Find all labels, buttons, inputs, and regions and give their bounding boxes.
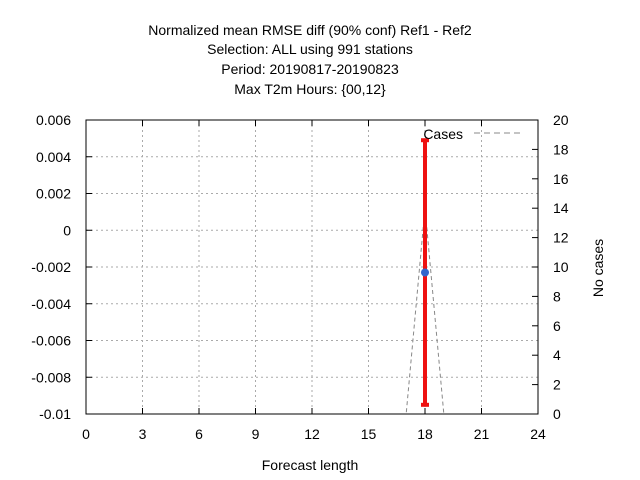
- y-left-tick-label: 0.004: [36, 149, 71, 165]
- x-tick-label: 9: [252, 426, 260, 442]
- y-left-tick-label: -0.008: [31, 369, 71, 385]
- y-right-tick-label: 6: [553, 318, 561, 334]
- title-line-3: Period: 20190817-20190823: [221, 61, 399, 77]
- x-axis-ticks: 0 3 6 9 12 15 18 21 24: [82, 120, 546, 442]
- y-left-tick-label: -0.006: [31, 333, 71, 349]
- x-tick-label: 21: [474, 426, 490, 442]
- y-left-tick-label: -0.002: [31, 259, 71, 275]
- y-right-tick-label: 14: [553, 200, 569, 216]
- x-tick-label: 3: [139, 426, 147, 442]
- y-right-tick-label: 8: [553, 288, 561, 304]
- x-tick-label: 24: [530, 426, 546, 442]
- y-left-axis-ticks: 0.006 0.004 0.002 0 -0.002 -0.004 -0.006 -0.008…: [31, 112, 92, 422]
- x-tick-label: 15: [361, 426, 377, 442]
- x-axis-label: Forecast length: [262, 457, 359, 473]
- title-line-4: Max T2m Hours: {00,12}: [234, 81, 386, 97]
- y-left-tick-label: 0.002: [36, 186, 71, 202]
- y-left-tick-label: -0.01: [39, 406, 71, 422]
- score-marker: [421, 268, 429, 277]
- y-left-tick-label: 0.006: [36, 112, 71, 128]
- y-right-tick-label: 10: [553, 259, 569, 275]
- chart-title: Normalized mean RMSE diff (90% conf) Ref…: [148, 22, 472, 97]
- grid-lines: [86, 120, 538, 414]
- y-right-tick-label: 16: [553, 171, 569, 187]
- y-right-tick-label: 2: [553, 377, 561, 393]
- y-right-tick-label: 20: [553, 112, 569, 128]
- y-right-tick-label: 18: [553, 141, 569, 157]
- y-right-tick-label: 0: [553, 406, 561, 422]
- y-right-tick-label: 12: [553, 230, 569, 246]
- x-tick-label: 18: [417, 426, 433, 442]
- y-right-tick-label: 4: [553, 347, 561, 363]
- x-tick-label: 0: [82, 426, 90, 442]
- y-left-tick-label: -0.004: [31, 296, 71, 312]
- x-tick-label: 12: [304, 426, 320, 442]
- y-right-axis-label: No cases: [590, 239, 606, 297]
- x-tick-label: 6: [195, 426, 203, 442]
- y-left-tick-label: 0: [63, 222, 71, 238]
- title-line-1: Normalized mean RMSE diff (90% conf) Ref…: [148, 22, 472, 38]
- legend-label-cases: Cases: [423, 126, 463, 142]
- legend: Cases: [423, 126, 520, 142]
- title-line-2: Selection: ALL using 991 stations: [207, 41, 413, 57]
